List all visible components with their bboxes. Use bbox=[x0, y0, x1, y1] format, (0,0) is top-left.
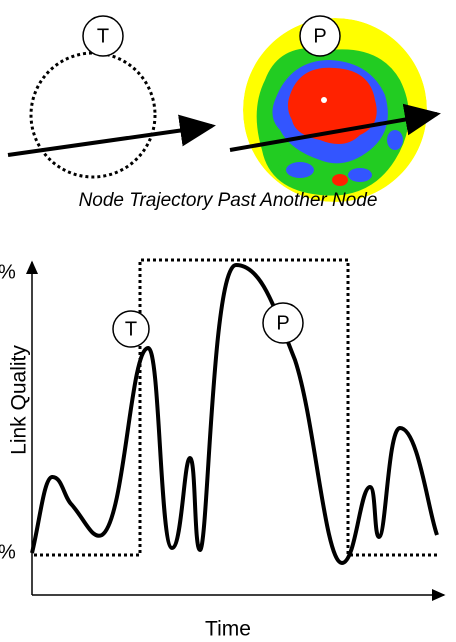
x-axis-label: Time bbox=[205, 618, 251, 641]
range-step-curve bbox=[34, 258, 440, 557]
marker-label: P bbox=[276, 312, 289, 334]
marker-circle bbox=[112, 310, 150, 348]
y-top-label: % bbox=[0, 261, 16, 283]
marker-circle bbox=[262, 302, 304, 344]
marker-label: T bbox=[125, 318, 137, 340]
y-bottom-label: % bbox=[0, 541, 16, 563]
node-label: P bbox=[313, 25, 326, 47]
y-axis-label: Link Quality bbox=[8, 345, 31, 455]
range-circle bbox=[29, 51, 157, 179]
trajectory-arrow bbox=[229, 103, 441, 152]
node-circle bbox=[299, 15, 341, 57]
caption: Node Trajectory Past Another Node bbox=[79, 190, 378, 211]
coverage-map bbox=[243, 18, 427, 202]
node-circle bbox=[82, 15, 124, 57]
node-label: T bbox=[97, 25, 109, 47]
trajectory-arrow bbox=[7, 114, 216, 157]
node-dot bbox=[321, 97, 327, 103]
link-quality-curve bbox=[30, 262, 439, 566]
